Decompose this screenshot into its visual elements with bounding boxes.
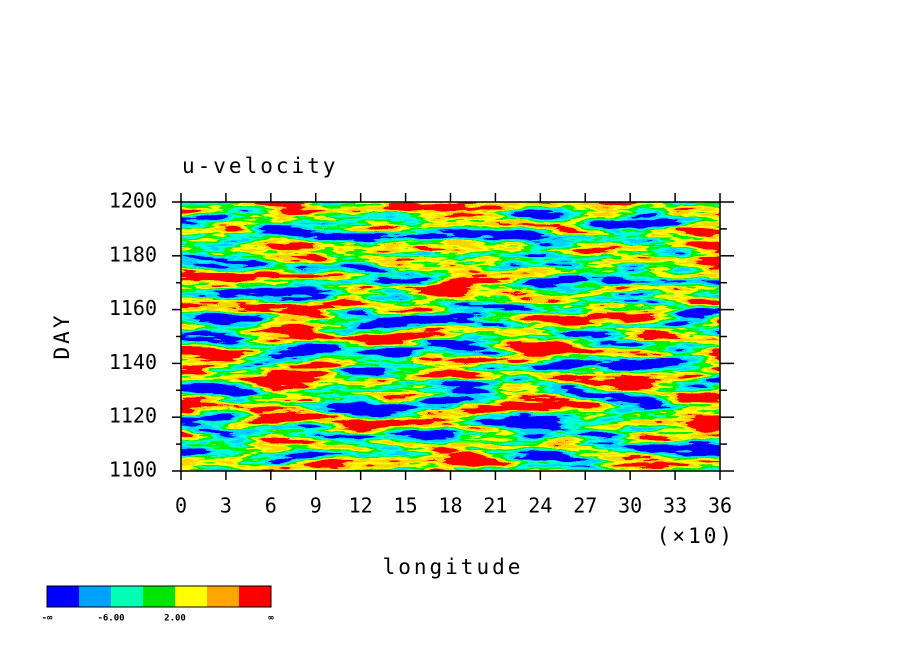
colorbar-label: 2.00 — [164, 614, 186, 624]
x-tick-label: 12 — [349, 494, 373, 518]
y-tick-label: 1120 — [109, 404, 157, 428]
colorbar-swatch — [239, 586, 271, 607]
x-tick-label: 18 — [438, 494, 462, 518]
y-tick-label: 1160 — [109, 296, 157, 320]
x-tick-label: 6 — [265, 494, 277, 518]
x-tick-label: 30 — [618, 494, 642, 518]
colorbar-swatch — [111, 586, 143, 607]
chart-title: u-velocity — [182, 154, 338, 178]
x-tick-label: 9 — [310, 494, 322, 518]
contour-field — [181, 202, 720, 471]
y-axis-label: DAY — [50, 313, 74, 360]
x-scale-label: (×10) — [657, 524, 735, 548]
colorbar-swatch — [47, 586, 79, 607]
colorbar-label: ∞ — [268, 614, 274, 624]
y-tick-label: 1200 — [109, 189, 157, 213]
x-axis-label: longitude — [383, 555, 524, 579]
y-tick-label: 1140 — [109, 350, 157, 374]
x-tick-label: 0 — [175, 494, 187, 518]
y-tick-label: 1180 — [109, 242, 157, 266]
colorbar-swatch — [143, 586, 175, 607]
colorbar-label: -6.00 — [97, 614, 124, 624]
x-tick-label: 15 — [394, 494, 418, 518]
colorbar-swatch — [207, 586, 239, 607]
x-tick-label: 3 — [220, 494, 232, 518]
y-tick-label: 1100 — [109, 458, 157, 482]
colorbar-swatch — [175, 586, 207, 607]
colorbar-label: -∞ — [42, 614, 53, 624]
colorbar-frame — [46, 585, 272, 608]
x-tick-label: 36 — [708, 494, 732, 518]
x-tick-label: 27 — [573, 494, 597, 518]
x-tick-label: 33 — [663, 494, 687, 518]
colorbar-swatch — [79, 586, 111, 607]
x-tick-label: 21 — [483, 494, 507, 518]
x-tick-label: 24 — [528, 494, 552, 518]
